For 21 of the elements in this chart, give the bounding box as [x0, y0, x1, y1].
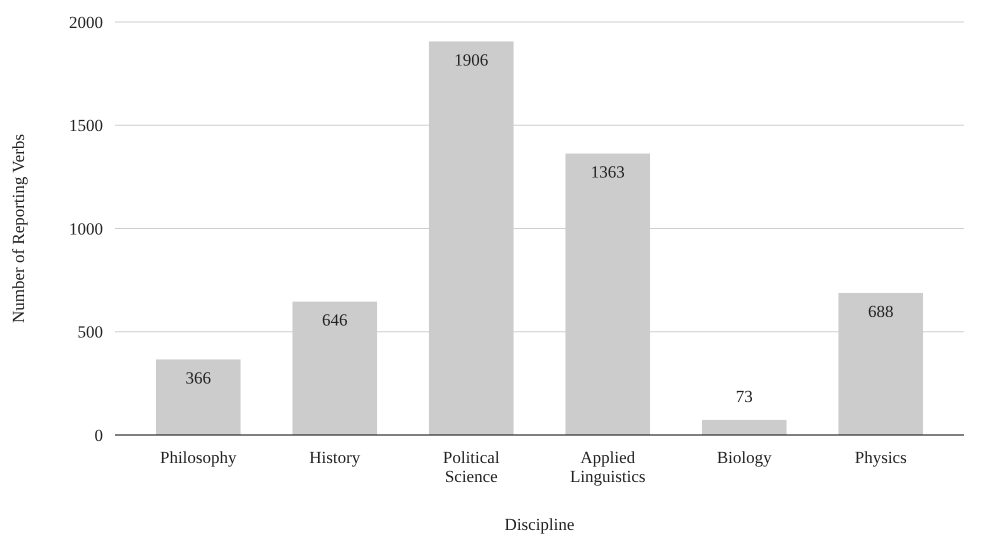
- data-label: 1363: [590, 162, 625, 182]
- y-tick-label: 1500: [69, 116, 103, 136]
- y-tick-label: 2000: [69, 12, 103, 32]
- data-label: 646: [322, 310, 348, 330]
- bar: [156, 359, 241, 435]
- x-tick-label: Physics: [854, 448, 907, 467]
- x-tick-label: Applied Linguistics: [570, 448, 646, 486]
- y-axis-title: Number of Reporting Verbs: [9, 134, 28, 324]
- x-tick-label: History: [309, 448, 361, 467]
- bar: [702, 420, 787, 435]
- y-tick-label: 500: [78, 322, 103, 342]
- x-tick-label: Biology: [716, 448, 772, 467]
- x-tick-label: Philosophy: [160, 448, 238, 467]
- data-label: 73: [736, 386, 753, 406]
- y-tick-label: 1000: [69, 219, 103, 238]
- data-label: 1906: [454, 50, 488, 70]
- x-axis-title: Discipline: [504, 515, 574, 534]
- data-label: 366: [186, 368, 212, 388]
- x-tick-label: Political Science: [442, 448, 500, 486]
- data-label: 688: [868, 302, 894, 321]
- y-tick-label: 0: [94, 426, 103, 445]
